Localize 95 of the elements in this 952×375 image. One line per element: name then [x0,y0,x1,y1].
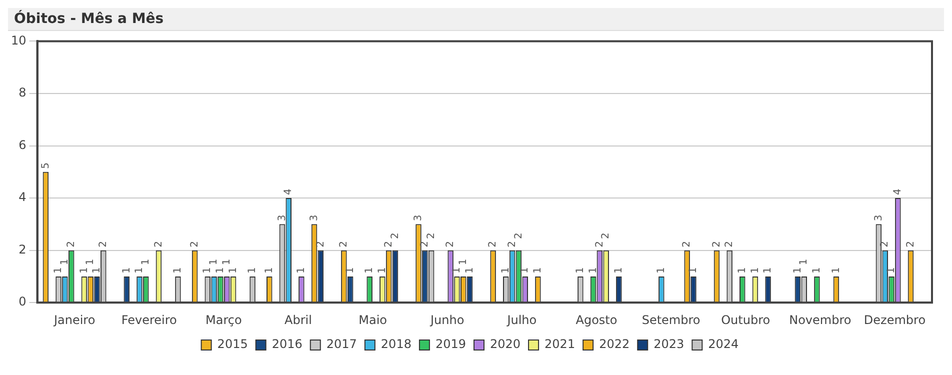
data-label: 4 [283,188,294,196]
legend-label: 2019 [435,337,466,352]
data-label: 2 [682,240,693,248]
data-label: 2 [880,240,891,248]
data-label: 1 [140,258,152,266]
data-label: 1 [247,267,258,274]
x-tick-label: Julho [506,312,537,327]
data-label: 1 [228,267,239,274]
data-label: 2 [66,240,77,248]
data-label: 1 [134,267,146,274]
x-tick-label: Março [206,312,242,327]
legend-label: 2015 [217,337,248,352]
data-label: 2 [513,232,524,239]
data-label: 1 [656,267,668,274]
data-label: 1 [208,258,220,266]
data-label: 1 [830,267,842,274]
data-label: 2 [426,232,437,239]
data-label: 5 [40,162,52,169]
x-tick-label: Setembro [642,312,700,327]
x-tick-label: Fevereiro [121,312,177,327]
legend-label: 2017 [326,337,357,352]
data-label: 2 [390,232,401,239]
legend-label: 2024 [708,337,739,352]
legend-label: 2023 [654,337,684,352]
data-label: 1 [92,267,103,274]
data-label: 1 [344,267,356,274]
data-label: 2 [189,240,200,248]
data-label: 1 [121,267,132,274]
x-tick-label: Maio [358,312,387,327]
data-label: 1 [78,267,90,274]
data-label: 1 [812,267,823,274]
x-tick-label: Agosto [576,312,618,327]
y-tick-label: 2 [18,242,26,256]
legend-label: 2016 [272,337,302,352]
data-label: 2 [98,240,109,248]
y-tick-label: 4 [18,190,26,204]
data-label: 1 [377,267,388,274]
data-label: 2 [506,240,518,248]
data-label: 1 [736,267,748,274]
data-label: 1 [500,267,512,274]
data-label: 1 [588,267,599,274]
data-label: 1 [464,267,476,274]
data-label: 1 [762,267,774,274]
data-label: 1 [60,258,71,266]
data-label: 2 [711,240,722,248]
data-label: 1 [886,267,898,274]
data-label: 2 [315,240,326,248]
data-label: 1 [614,267,625,274]
y-tick-label: 10 [10,33,26,48]
data-label: 2 [905,240,916,248]
data-label: 1 [520,267,531,274]
y-tick-label: 8 [18,86,26,100]
legend-label: 2021 [544,337,576,352]
x-tick-label: Abril [284,312,312,327]
data-label: 1 [264,267,275,274]
data-label: 2 [445,240,456,248]
data-label: 2 [600,232,612,239]
chart-title: Óbitos - Mês a Mês [8,8,944,31]
data-label: 2 [420,240,431,248]
data-label: 3 [308,214,320,222]
x-tick-label: Novembro [789,312,852,327]
data-label: 2 [153,240,164,248]
y-tick-label: 0 [18,294,26,309]
data-label: 3 [873,214,884,222]
data-label: 1 [575,267,586,274]
data-label: 1 [792,267,804,274]
data-label: 1 [85,258,96,266]
data-label: 1 [458,258,469,266]
y-tick-label: 6 [18,138,26,152]
x-tick-label: Janeiro [52,312,96,327]
data-label: 1 [296,267,308,274]
data-label: 2 [338,240,350,248]
x-tick-label: Dezembro [864,312,926,327]
data-label: 2 [383,240,394,248]
data-label: 1 [532,267,544,274]
data-label: 1 [202,267,214,274]
data-label: 1 [452,267,463,274]
data-label: 1 [215,267,226,274]
x-tick-label: Junho [430,312,464,327]
legend-label: 2022 [599,337,630,352]
legend-label: 2018 [380,337,412,352]
data-label: 1 [750,267,761,274]
data-label: 2 [488,240,499,248]
legend-label: 2020 [490,337,521,352]
data-label: 1 [172,267,184,274]
data-label: 2 [724,240,736,248]
data-label: 1 [798,258,810,266]
data-label: 1 [53,267,64,274]
x-tick-label: Outubro [721,312,770,327]
data-label: 4 [892,188,904,196]
data-label: 3 [276,214,288,222]
data-label: 1 [364,267,376,274]
data-label: 2 [594,240,606,248]
data-label: 1 [221,258,232,266]
data-label: 3 [413,214,424,222]
